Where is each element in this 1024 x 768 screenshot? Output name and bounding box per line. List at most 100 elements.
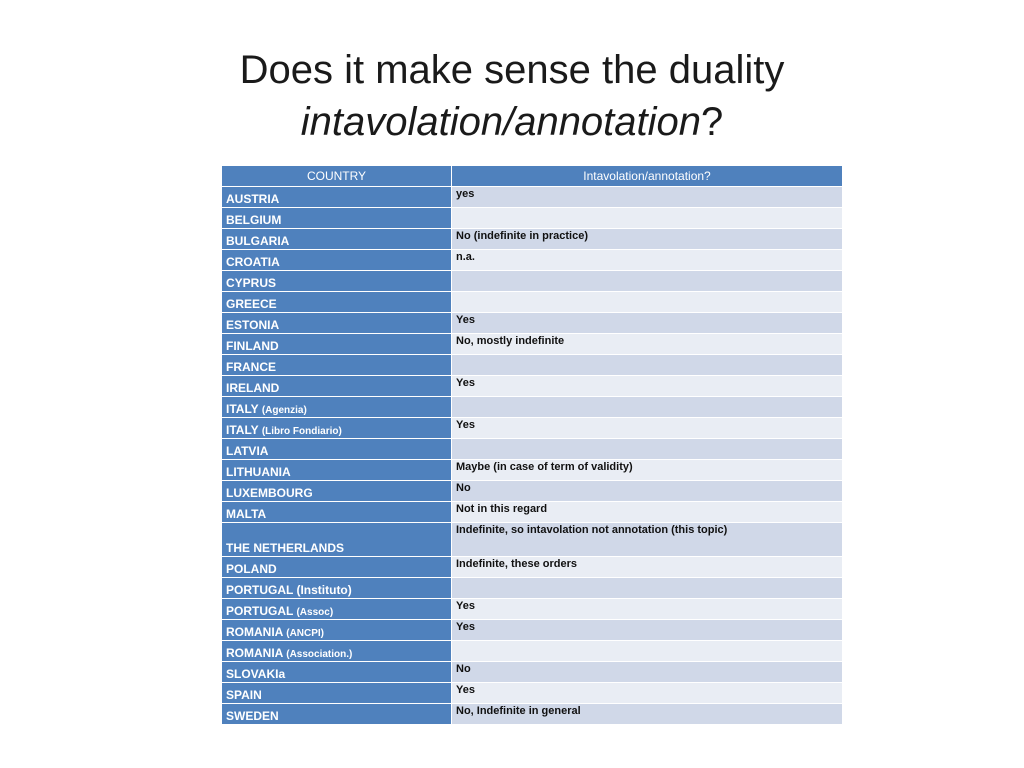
table-row: SLOVAKIa No (221, 661, 843, 683)
country-cell: GREECE (221, 291, 452, 313)
table-row: LITHUANIA Maybe (in case of term of valid… (221, 459, 843, 481)
answer-cell: Indefinite, these orders (451, 556, 843, 578)
title-line-1: Does it make sense the duality (239, 48, 785, 92)
table-row: IRELAND Yes (221, 375, 843, 397)
table-row: MALTA Not in this regard (221, 501, 843, 523)
table-row: BELGIUM (221, 207, 843, 229)
country-cell: ROMANIA (ANCPI) (221, 619, 452, 641)
country-cell: FRANCE (221, 354, 452, 376)
country-cell: IRELAND (221, 375, 452, 397)
country-name: FRANCE (226, 360, 276, 374)
table-row: THE NETHERLANDS Indefinite, so intavolati… (221, 522, 843, 557)
answer-cell (451, 438, 843, 460)
country-name: BULGARIA (226, 234, 290, 248)
country-name: ROMANIA (226, 625, 283, 639)
table-body: AUSTRIA yes BELGIUM BULGARIA No (indefinite … (221, 186, 843, 725)
country-name: ESTONIA (226, 318, 280, 332)
answer-cell: Yes (451, 417, 843, 439)
country-name: THE NETHERLANDS (226, 541, 345, 555)
country-name: LITHUANIA (226, 465, 291, 479)
table-row: SWEDEN No, Indefinite in general (221, 703, 843, 725)
answer-cell (451, 207, 843, 229)
country-cell: ITALY (Libro Fondiario) (221, 417, 452, 439)
answer-cell: Not in this regard (451, 501, 843, 523)
country-name: CYPRUS (226, 276, 277, 290)
country-cell: LUXEMBOURG (221, 480, 452, 502)
answer-cell: No, Indefinite in general (451, 703, 843, 725)
country-name: SLOVAKIa (226, 667, 286, 681)
answer-cell (451, 640, 843, 662)
country-name: BELGIUM (226, 213, 282, 227)
answer-cell: Yes (451, 375, 843, 397)
answer-cell: Yes (451, 312, 843, 334)
table-header-row: COUNTRY Intavolation/annotation? (221, 165, 843, 187)
answer-cell (451, 270, 843, 292)
country-qualifier: (Association.) (286, 649, 353, 660)
title-line-2: intavolation/annotation? (0, 96, 1024, 148)
country-name: POLAND (226, 562, 277, 576)
answer-cell: Indefinite, so intavolation not annotati… (451, 522, 843, 557)
country-cell: SLOVAKIa (221, 661, 452, 683)
country-cell: BULGARIA (221, 228, 452, 250)
country-cell: CYPRUS (221, 270, 452, 292)
country-name: AUSTRIA (226, 192, 280, 206)
table-row: GREECE (221, 291, 843, 313)
country-cell: MALTA (221, 501, 452, 523)
table-row: LUXEMBOURG No (221, 480, 843, 502)
answer-cell: Yes (451, 682, 843, 704)
country-name: LUXEMBOURG (226, 486, 313, 500)
answer-cell: Maybe (in case of term of validity) (451, 459, 843, 481)
table-row: PORTUGAL (Assoc) Yes (221, 598, 843, 620)
answer-cell (451, 577, 843, 599)
country-name: FINLAND (226, 339, 279, 353)
country-cell: THE NETHERLANDS (221, 522, 452, 557)
table-row: FRANCE (221, 354, 843, 376)
table-row: FINLAND No, mostly indefinite (221, 333, 843, 355)
title-question-mark: ? (701, 100, 724, 144)
country-cell: POLAND (221, 556, 452, 578)
table-row: SPAIN Yes (221, 682, 843, 704)
table-row: ROMANIA (Association.) (221, 640, 843, 662)
answer-cell (451, 354, 843, 376)
table-row: PORTUGAL (Instituto) (221, 577, 843, 599)
table-row: ITALY (Agenzia) (221, 396, 843, 418)
answer-cell: No (indefinite in practice) (451, 228, 843, 250)
answer-cell (451, 396, 843, 418)
country-cell: PORTUGAL (Instituto) (221, 577, 452, 599)
country-qualifier: (ANCPI) (286, 628, 325, 639)
answer-cell: No, mostly indefinite (451, 333, 843, 355)
header-country: COUNTRY (221, 165, 452, 187)
country-name: ITALY (226, 402, 259, 416)
comparison-table: COUNTRY Intavolation/annotation? AUSTRIA… (221, 165, 843, 725)
country-name: ITALY (226, 423, 259, 437)
country-cell: ESTONIA (221, 312, 452, 334)
country-cell: AUSTRIA (221, 186, 452, 208)
country-name: LATVIA (226, 444, 269, 458)
table-row: BULGARIA No (indefinite in practice) (221, 228, 843, 250)
country-qualifier: (Agenzia) (261, 405, 307, 416)
country-name: PORTUGAL (Instituto) (226, 583, 352, 597)
header-intavolation: Intavolation/annotation? (451, 165, 843, 187)
country-qualifier: (Libro Fondiario) (261, 426, 342, 437)
country-name: GREECE (226, 297, 277, 311)
table-row: ITALY (Libro Fondiario) Yes (221, 417, 843, 439)
country-cell: LITHUANIA (221, 459, 452, 481)
country-cell: LATVIA (221, 438, 452, 460)
answer-cell (451, 291, 843, 313)
answer-cell: n.a. (451, 249, 843, 271)
country-cell: PORTUGAL (Assoc) (221, 598, 452, 620)
country-cell: FINLAND (221, 333, 452, 355)
table-row: CROATIA n.a. (221, 249, 843, 271)
table-row: LATVIA (221, 438, 843, 460)
country-cell: ROMANIA (Association.) (221, 640, 452, 662)
table-row: AUSTRIA yes (221, 186, 843, 208)
slide-title: Does it make sense the duality intavolat… (0, 44, 1024, 148)
answer-cell: No (451, 661, 843, 683)
country-name: CROATIA (226, 255, 280, 269)
country-name: IRELAND (226, 381, 280, 395)
country-qualifier: (Assoc) (296, 607, 334, 618)
country-name: ROMANIA (226, 646, 283, 660)
table-row: POLAND Indefinite, these orders (221, 556, 843, 578)
country-cell: SWEDEN (221, 703, 452, 725)
